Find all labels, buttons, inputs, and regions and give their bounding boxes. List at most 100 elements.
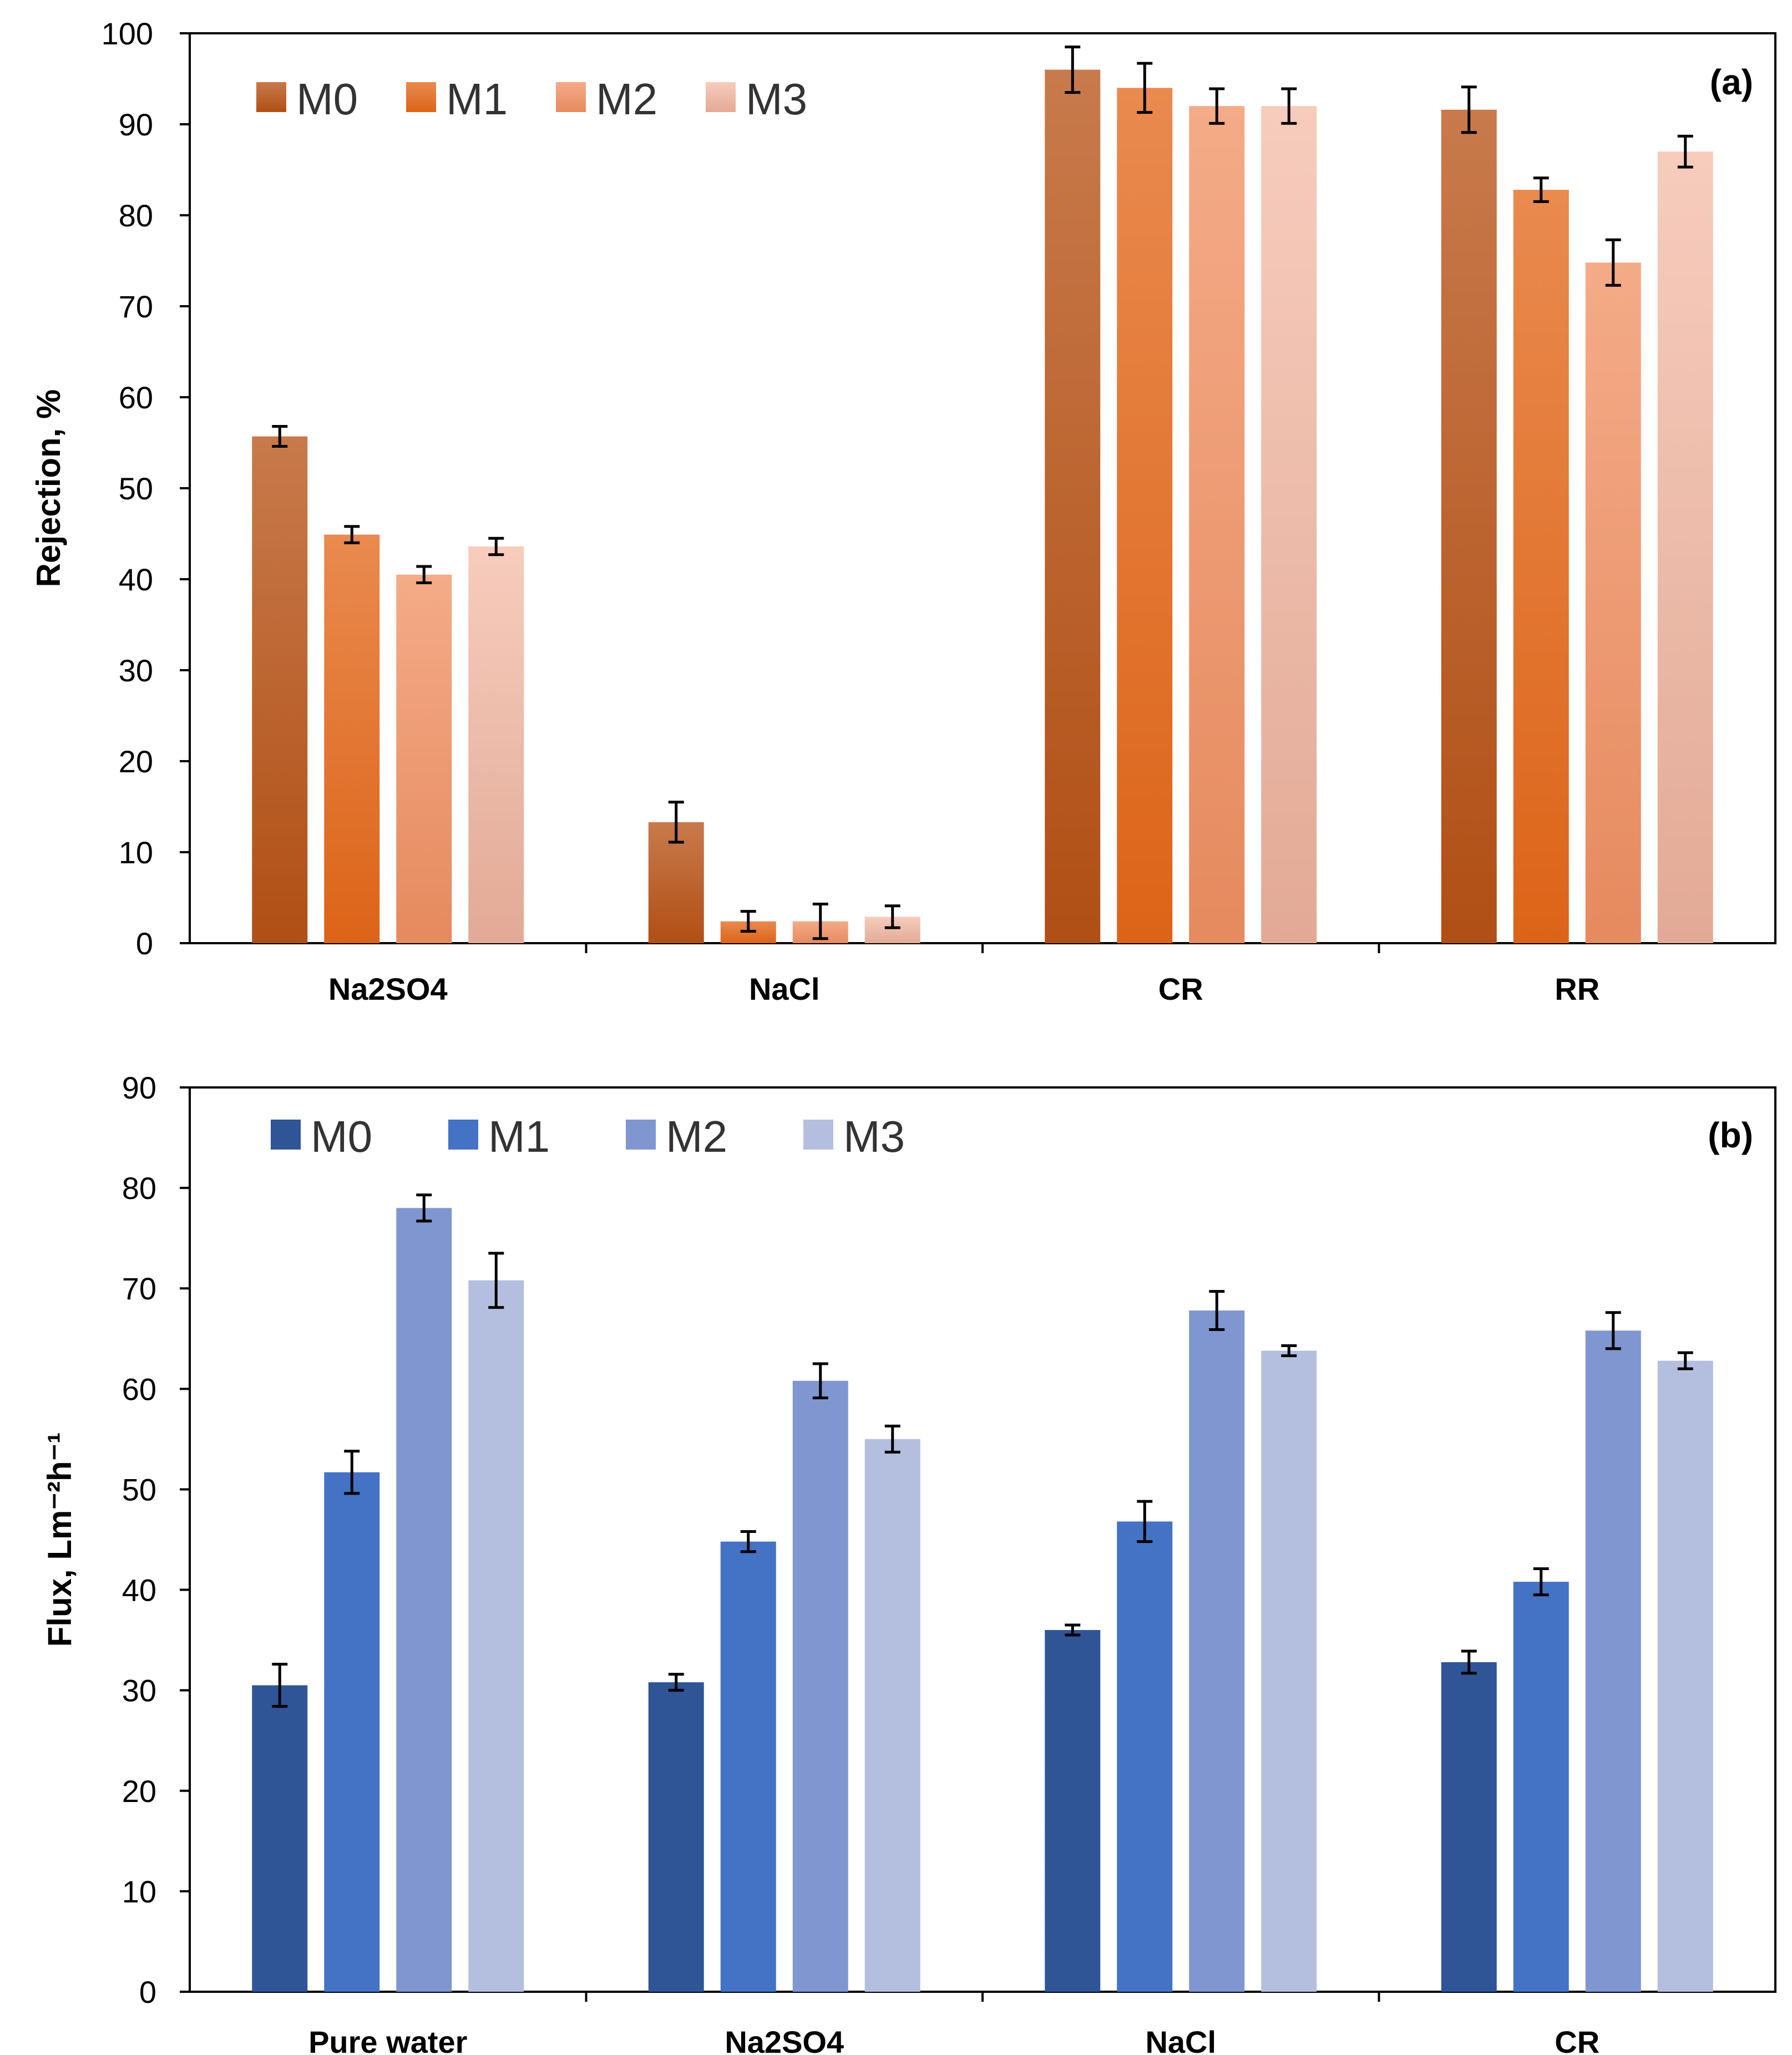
error-bar: [1461, 1649, 1477, 1675]
error-bar: [1605, 1311, 1621, 1350]
bar-m2-nacl: [1189, 1310, 1245, 1992]
error-bar: [1281, 1344, 1297, 1358]
error-bar: [1209, 87, 1225, 125]
legend-label-m1: M1: [446, 74, 508, 124]
legend-swatch-m3: [803, 1120, 833, 1150]
bar-m2-pure-water: [396, 1208, 452, 1992]
legend-swatch-m1: [448, 1120, 478, 1150]
y-tick-label: 90: [119, 107, 153, 142]
y-tick-label: 40: [122, 1573, 156, 1608]
bar-m0-nacl: [1045, 1630, 1101, 1992]
legend-label-m3: M3: [746, 74, 807, 124]
legend-swatch-m0: [271, 1120, 301, 1150]
legend: M0 M1 M2 M3: [271, 1112, 905, 1161]
bar-m1-pure-water: [324, 1472, 380, 1992]
error-bar: [740, 1530, 756, 1553]
error-bar: [272, 1663, 288, 1708]
y-tick-label: 70: [122, 1271, 156, 1306]
error-bar: [1137, 62, 1153, 114]
legend: M0 M1 M2 M3: [256, 74, 807, 124]
x-category-label: CR: [1555, 2024, 1599, 2055]
bar-m2-na2so4: [396, 574, 452, 943]
y-tick-label: 30: [122, 1673, 156, 1708]
error-bar: [272, 424, 288, 448]
bar-m3-pure-water: [468, 1280, 524, 1992]
y-tick-label: 60: [122, 1371, 156, 1406]
y-axis-label: Flux, Lm⁻²h⁻¹: [41, 1433, 78, 1647]
error-bar: [1209, 1290, 1225, 1331]
x-category-label: Na2SO4: [328, 971, 448, 1006]
error-bar: [668, 801, 684, 844]
bar-m1-na2so4: [324, 534, 380, 943]
y-tick-label: 100: [102, 16, 153, 51]
y-tick-label: 80: [119, 198, 153, 233]
legend-swatch-m2: [626, 1120, 656, 1150]
bar-m0-rr: [1441, 109, 1497, 943]
y-tick-label: 60: [119, 380, 153, 415]
y-tick-label: 20: [119, 744, 153, 779]
error-bar: [1137, 1500, 1153, 1543]
bar-m0-na2so4: [252, 436, 308, 943]
error-bar: [1533, 176, 1549, 203]
y-tick-label: 70: [119, 289, 153, 324]
y-tick-label: 20: [122, 1774, 156, 1809]
error-bar: [884, 1424, 900, 1454]
bar-m0-na2so4: [648, 1682, 704, 1992]
y-tick-label: 30: [119, 653, 153, 688]
bar-m0-cr: [1045, 69, 1101, 944]
error-bar: [884, 904, 900, 929]
x-category-label: Na2SO4: [725, 2024, 844, 2055]
x-category-label: CR: [1158, 971, 1203, 1006]
bar-m0-pure-water: [252, 1685, 308, 1992]
error-bar: [416, 565, 432, 585]
legend-swatch-m0: [256, 82, 286, 112]
panel-label: (b): [1708, 1115, 1753, 1155]
y-axis-label: Rejection, %: [30, 389, 67, 588]
bar-m3-nacl: [1261, 1350, 1317, 1992]
flux-chart-panel: 0 10 20 30 40 50 60 70 80 90 Flux, Lm⁻²h⁻¹ Pure wat…: [41, 1070, 1776, 2055]
legend-swatch-m3: [706, 82, 736, 112]
bar-m1-nacl: [1117, 1521, 1173, 1992]
legend-label-m2: M2: [596, 74, 657, 124]
bar-m0-cr: [1441, 1662, 1497, 1992]
error-bar: [1281, 87, 1297, 125]
error-bar: [488, 1252, 504, 1309]
y-tick-label: 50: [119, 471, 153, 506]
error-bar: [416, 1193, 432, 1223]
y-tick-label: 0: [136, 926, 153, 961]
x-category-label: NaCl: [1145, 2024, 1216, 2055]
error-bar: [1677, 1351, 1693, 1370]
error-bar: [1677, 134, 1693, 169]
y-tick-label: 50: [122, 1472, 156, 1507]
y-tick-label: 90: [122, 1070, 156, 1105]
error-bar: [740, 910, 756, 933]
bar-m2-cr: [1585, 1330, 1641, 1992]
bar-m2-cr: [1189, 106, 1245, 944]
error-bar: [344, 1450, 360, 1495]
legend-label-m0: M0: [296, 74, 358, 124]
bar-m1-rr: [1513, 190, 1569, 944]
rejection-chart-panel: 0 10 20 30 40 50 60 70 80 90 100 Rejection, % Na2SO4…: [30, 16, 1776, 1006]
legend-label-m0: M0: [311, 1112, 372, 1161]
bar-m3-na2so4: [864, 1439, 920, 1992]
y-tick-label: 10: [119, 835, 153, 870]
legend-label-m2: M2: [666, 1112, 727, 1161]
bar-m1-na2so4: [720, 1541, 776, 1992]
error-bar: [1461, 85, 1477, 134]
error-bar: [1605, 238, 1621, 287]
bar-m2-na2so4: [792, 1380, 848, 1992]
panel-label: (a): [1710, 62, 1753, 102]
error-bar: [488, 536, 504, 556]
y-tick-label: 0: [139, 1975, 156, 2010]
legend-label-m1: M1: [488, 1112, 550, 1161]
bar-m3-cr: [1657, 1360, 1713, 1992]
error-bar: [344, 525, 360, 544]
x-category-label: RR: [1555, 971, 1599, 1006]
legend-swatch-m2: [556, 82, 586, 112]
bar-m3-cr: [1261, 106, 1317, 944]
error-bar: [1065, 45, 1081, 94]
error-bar: [1533, 1567, 1549, 1597]
error-bar: [812, 1362, 828, 1400]
bar-m1-cr: [1513, 1582, 1569, 1992]
